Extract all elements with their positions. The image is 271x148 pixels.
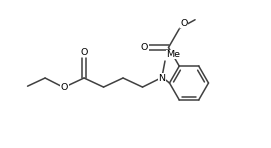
- Text: O: O: [80, 48, 88, 57]
- Text: Me: Me: [166, 50, 180, 59]
- Text: N: N: [159, 74, 166, 82]
- Text: O: O: [141, 43, 148, 52]
- Text: O: O: [61, 83, 68, 92]
- Text: O: O: [180, 19, 188, 28]
